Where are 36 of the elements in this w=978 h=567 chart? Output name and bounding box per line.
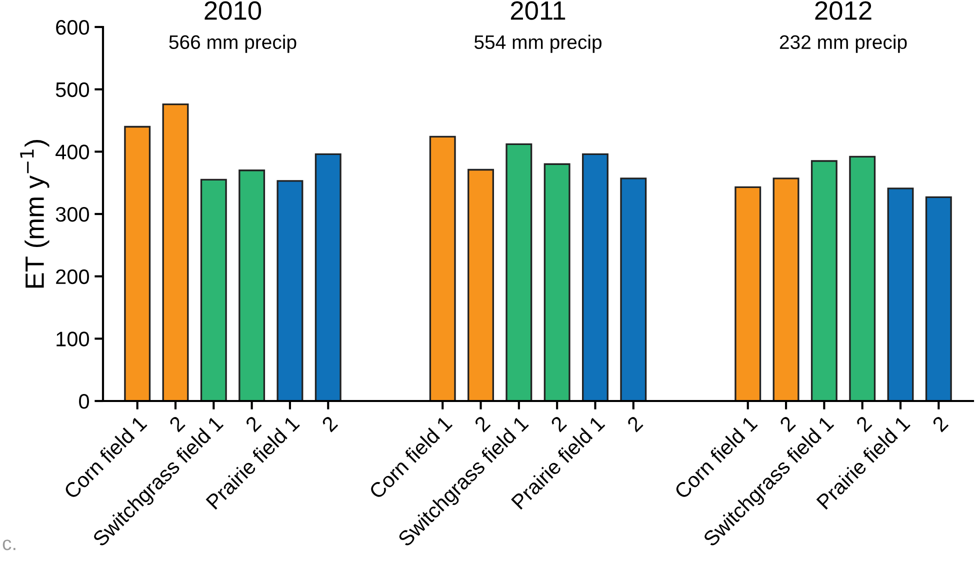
text: 2010 bbox=[204, 1, 262, 20]
bar bbox=[314, 153, 342, 401]
y-axis-title: ET (mm y$^{−1}$) bbox=[20, 140, 50, 288]
bar bbox=[620, 178, 647, 401]
y-tick-label: 200 bbox=[56, 269, 89, 284]
bar bbox=[468, 168, 494, 401]
bar bbox=[582, 153, 608, 401]
x-tick-label: 2 bbox=[321, 415, 338, 432]
bar bbox=[810, 160, 838, 401]
bar bbox=[276, 180, 304, 401]
bar bbox=[849, 156, 876, 401]
text: 2012 bbox=[815, 1, 872, 20]
y-tick-label: 0 bbox=[79, 394, 89, 409]
x-tick-label: 2 bbox=[932, 415, 949, 432]
bar bbox=[544, 163, 570, 401]
y-tick-label: 500 bbox=[56, 82, 89, 98]
bar bbox=[887, 188, 914, 401]
bar bbox=[124, 126, 151, 401]
bar bbox=[238, 170, 266, 401]
bar bbox=[772, 178, 800, 401]
x-tick-label: 2 bbox=[626, 415, 644, 432]
bar bbox=[200, 178, 227, 401]
y-tick-label: 600 bbox=[56, 20, 89, 35]
bar bbox=[506, 143, 532, 401]
annotation: 566 mm precip bbox=[169, 34, 296, 53]
bar bbox=[734, 186, 762, 401]
text: 2011 bbox=[510, 1, 566, 20]
text: c. bbox=[2, 540, 16, 550]
bar bbox=[429, 136, 456, 401]
bar bbox=[925, 196, 952, 401]
annotation: 232 mm precip bbox=[780, 34, 907, 53]
y-tick-label: 300 bbox=[56, 207, 89, 222]
bar bbox=[162, 103, 189, 401]
annotation: 554 mm precip bbox=[474, 34, 602, 53]
y-tick-label: 400 bbox=[56, 144, 89, 160]
y-tick-label: 100 bbox=[56, 332, 89, 346]
